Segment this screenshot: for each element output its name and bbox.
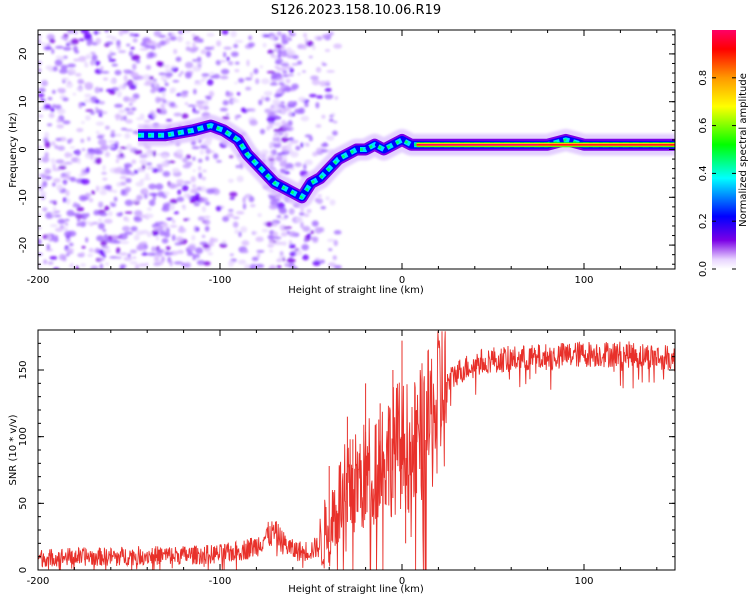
y-tick-label: 0: [18, 567, 29, 573]
snr-x-axis-label: Height of straight line (km): [288, 584, 424, 595]
colorbar-ticks: 0.0 0.2 0.4 0.6 0.8: [698, 70, 736, 277]
spectrogram-x-axis-label: Height of straight line (km): [288, 285, 424, 296]
spectrogram-y-axis-label: Frequency (Hz): [8, 112, 19, 188]
snr-frame: [37, 329, 676, 571]
snr-y-ticks: 0 50 100 150: [18, 329, 675, 573]
x-tick-label: -200: [27, 275, 50, 286]
x-tick-label: -100: [209, 275, 232, 286]
spectrogram-content: [38, 30, 675, 269]
colorbar: 0.0 0.2 0.4 0.6 0.8 Normalized spectral ampl…: [698, 30, 749, 277]
y-tick-label: 50: [18, 497, 29, 510]
x-tick-label: 100: [574, 275, 593, 286]
y-tick-label: 100: [18, 427, 29, 446]
x-tick-label: 100: [574, 576, 593, 587]
snr-content: [38, 331, 675, 570]
colorbar-tick-label: 0.2: [698, 213, 709, 229]
colorbar-gradient: [712, 30, 736, 269]
spectrogram-x-ticks: -200 -100 0 100: [27, 30, 658, 286]
snr-trace: [38, 331, 675, 570]
y-tick-label: 10: [18, 95, 29, 108]
noise-speckle: [38, 30, 343, 269]
x-tick-label: 0: [399, 576, 405, 587]
chart-title: S126.2023.158.10.06.R19: [271, 3, 441, 18]
x-tick-label: -200: [27, 576, 50, 587]
snr-panel: -200 -100 0 100 0 50 100 150 Height of straigh…: [8, 329, 676, 595]
colorbar-tick-label: 0.0: [698, 261, 709, 277]
colorbar-tick-label: 0.8: [698, 70, 709, 86]
colorbar-tick-label: 0.6: [698, 118, 709, 134]
signal-ridge: [138, 114, 675, 209]
y-tick-label: -20: [18, 237, 29, 253]
y-tick-label: 150: [18, 360, 29, 379]
snr-x-ticks: -200 -100 0 100: [27, 330, 658, 587]
spectrogram-y-ticks: -20 -10 0 10 20: [18, 34, 675, 265]
colorbar-label: Normalized spectral amplitude: [738, 73, 749, 227]
x-tick-label: 0: [399, 275, 405, 286]
snr-y-axis-label: SNR (10 * v/v): [8, 414, 19, 485]
colorbar-tick-label: 0.4: [698, 165, 709, 181]
y-tick-label: 20: [18, 48, 29, 61]
y-tick-label: -10: [18, 189, 29, 205]
x-tick-label: -100: [209, 576, 232, 587]
y-tick-label: 0: [18, 146, 29, 152]
